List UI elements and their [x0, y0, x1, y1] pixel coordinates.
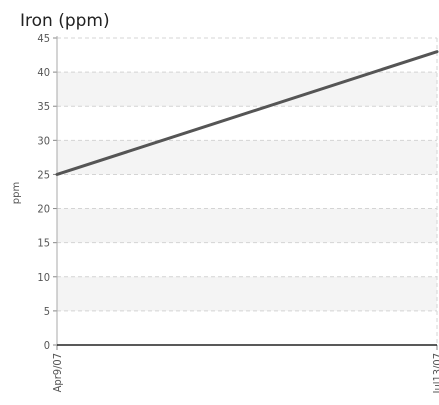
- grid-band: [57, 208, 437, 243]
- grid-band: [57, 140, 437, 175]
- y-axis-label: ppm: [11, 182, 22, 204]
- axes: [53, 36, 438, 350]
- y-tick-label: 35: [37, 100, 50, 113]
- y-tick-label: 20: [37, 203, 50, 216]
- y-tick-label: 30: [37, 134, 50, 147]
- y-tick-label: 45: [37, 32, 50, 45]
- y-tick-label: 5: [44, 305, 50, 318]
- series-line: [55, 50, 439, 176]
- y-tick-label: 25: [37, 168, 50, 181]
- x-tick-labels: Apr9/07 Jul13/07: [51, 353, 439, 394]
- y-tick-labels: 0 5 10 15 20 25 30 35 40 45: [37, 32, 50, 352]
- y-tick-label: 0: [44, 339, 50, 352]
- x-tick-label: Apr9/07: [51, 353, 64, 392]
- series-lines: [55, 50, 439, 176]
- x-tick-label: Jul13/07: [431, 353, 439, 394]
- grid-band: [57, 72, 437, 107]
- chart-title: Iron (ppm): [20, 11, 110, 31]
- y-tick-label: 10: [37, 271, 50, 284]
- grid-band: [57, 276, 437, 311]
- background-bands: [57, 72, 437, 311]
- y-tick-label: 15: [37, 237, 50, 250]
- y-tick-label: 40: [37, 66, 50, 79]
